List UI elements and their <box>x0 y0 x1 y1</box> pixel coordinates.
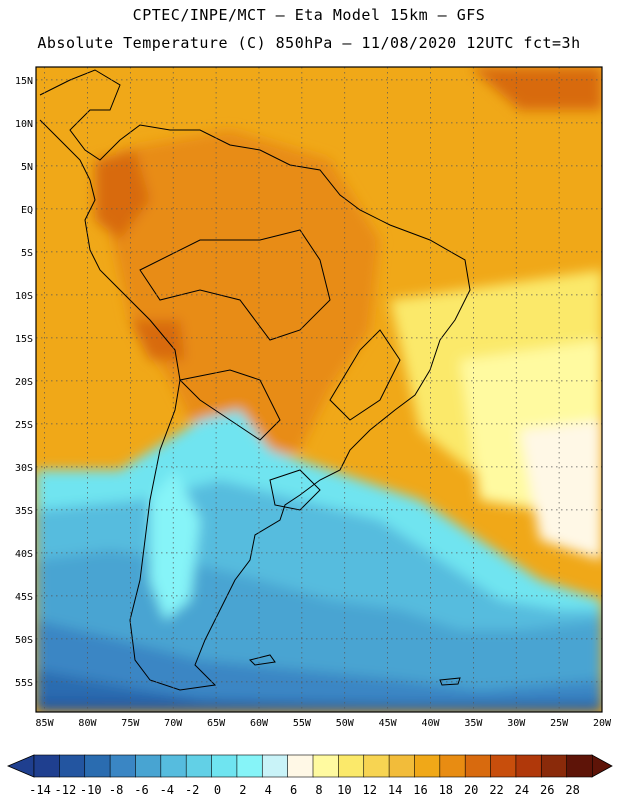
lat-label: 15S <box>15 334 33 345</box>
colorbar-swatch <box>160 754 187 778</box>
lat-label: 45S <box>15 592 33 603</box>
colorbar-labels: -14 -12 -10 -8 -6 -4 -2 0 2 4 6 8 10 12 14 16 18 20 22 24 26… <box>29 783 580 797</box>
lon-label: 60W <box>250 718 269 729</box>
colorbar-swatch <box>490 754 517 778</box>
colorbar-swatch <box>211 754 238 778</box>
colorbar-label: 12 <box>363 783 377 797</box>
lat-label: 10S <box>15 291 33 302</box>
temperature-field <box>36 67 602 712</box>
lat-label: 5S <box>21 248 33 259</box>
lon-label: 70W <box>164 718 183 729</box>
lon-label: 80W <box>78 718 97 729</box>
colorbar-label: -6 <box>134 783 148 797</box>
colorbar-swatch <box>566 754 593 778</box>
lon-label: 25W <box>550 718 569 729</box>
colorbar-label: 22 <box>489 783 503 797</box>
colorbar-swatch <box>185 754 213 778</box>
colorbar-swatch <box>59 754 86 778</box>
colorbar-label: -14 <box>29 783 51 797</box>
lon-label: 55W <box>293 718 312 729</box>
latitude-labels: 15N 10N 5N EQ 5S 10S 15S 20S 25S 30S 35S 40S 45S 50S 5… <box>15 76 33 689</box>
lat-label: 50S <box>15 635 33 646</box>
coastlines <box>39 69 471 691</box>
colorbar-swatch <box>464 754 492 778</box>
colorbar-swatch <box>388 754 416 778</box>
lon-label: 20W <box>593 718 612 729</box>
lat-label: 30S <box>15 463 33 474</box>
colorbar-label: -10 <box>80 783 102 797</box>
colorbar-swatch <box>84 754 111 778</box>
lon-label: 85W <box>36 718 55 729</box>
lat-label: 25S <box>15 420 33 431</box>
colorbar-swatch <box>338 754 365 778</box>
colorbar-label: 10 <box>337 783 351 797</box>
map-frame <box>35 66 603 713</box>
lat-label: 10N <box>15 119 33 130</box>
longitude-labels: 85W 80W 75W 70W 65W 60W 55W 50W 45W 40W 35W 30W 25W 2… <box>36 718 612 729</box>
chart-title-line2: Absolute Temperature (C) 850hPa — 11/08/… <box>37 34 581 52</box>
colorbar-swatch <box>414 754 441 778</box>
colorbar-label: -2 <box>185 783 199 797</box>
colorbar-label: -8 <box>109 783 123 797</box>
colorbar-arrow-right <box>591 754 613 778</box>
lon-label: 45W <box>379 718 398 729</box>
lon-label: 40W <box>421 718 440 729</box>
colorbar-label: -4 <box>160 783 174 797</box>
colorbar-swatch <box>33 754 60 778</box>
lat-label: 40S <box>15 549 33 560</box>
lat-label: 20S <box>15 377 33 388</box>
colorbar-label: 16 <box>413 783 427 797</box>
lat-label: EQ <box>21 205 33 216</box>
lat-label: 35S <box>15 506 33 517</box>
colorbar-label: 8 <box>315 783 322 797</box>
colorbar-arrow-left <box>6 754 35 778</box>
lat-label: 5N <box>21 162 33 173</box>
colorbar-label: 20 <box>464 783 478 797</box>
lon-label: 75W <box>121 718 140 729</box>
colorbar-label: 4 <box>265 783 272 797</box>
colorbar <box>6 754 613 778</box>
lon-label: 30W <box>507 718 526 729</box>
colorbar-label: 14 <box>388 783 402 797</box>
colorbar-label: 24 <box>515 783 529 797</box>
colorbar-swatch <box>540 754 568 778</box>
colorbar-swatch <box>261 754 289 778</box>
lat-label: 55S <box>15 678 33 689</box>
colorbar-label: 18 <box>439 783 453 797</box>
lon-label: 35W <box>464 718 483 729</box>
colorbar-label: 0 <box>214 783 221 797</box>
colorbar-swatch <box>109 754 137 778</box>
colorbar-swatch <box>312 754 339 778</box>
colorbar-label: 28 <box>565 783 579 797</box>
lon-label: 50W <box>336 718 355 729</box>
colorbar-label: -12 <box>55 783 77 797</box>
colorbar-swatch <box>135 754 162 778</box>
colorbar-swatch <box>363 754 390 778</box>
chart-title-line1: CPTEC/INPE/MCT — Eta Model 15km — GFS <box>132 6 486 24</box>
colorbar-label: 26 <box>540 783 554 797</box>
colorbar-label: 2 <box>239 783 246 797</box>
colorbar-swatch <box>439 754 466 778</box>
colorbar-swatch <box>236 754 263 778</box>
colorbar-swatch <box>287 754 314 778</box>
colorbar-label: 6 <box>290 783 297 797</box>
lat-label: 15N <box>15 76 33 87</box>
lon-label: 65W <box>207 718 226 729</box>
colorbar-swatch <box>515 754 542 778</box>
